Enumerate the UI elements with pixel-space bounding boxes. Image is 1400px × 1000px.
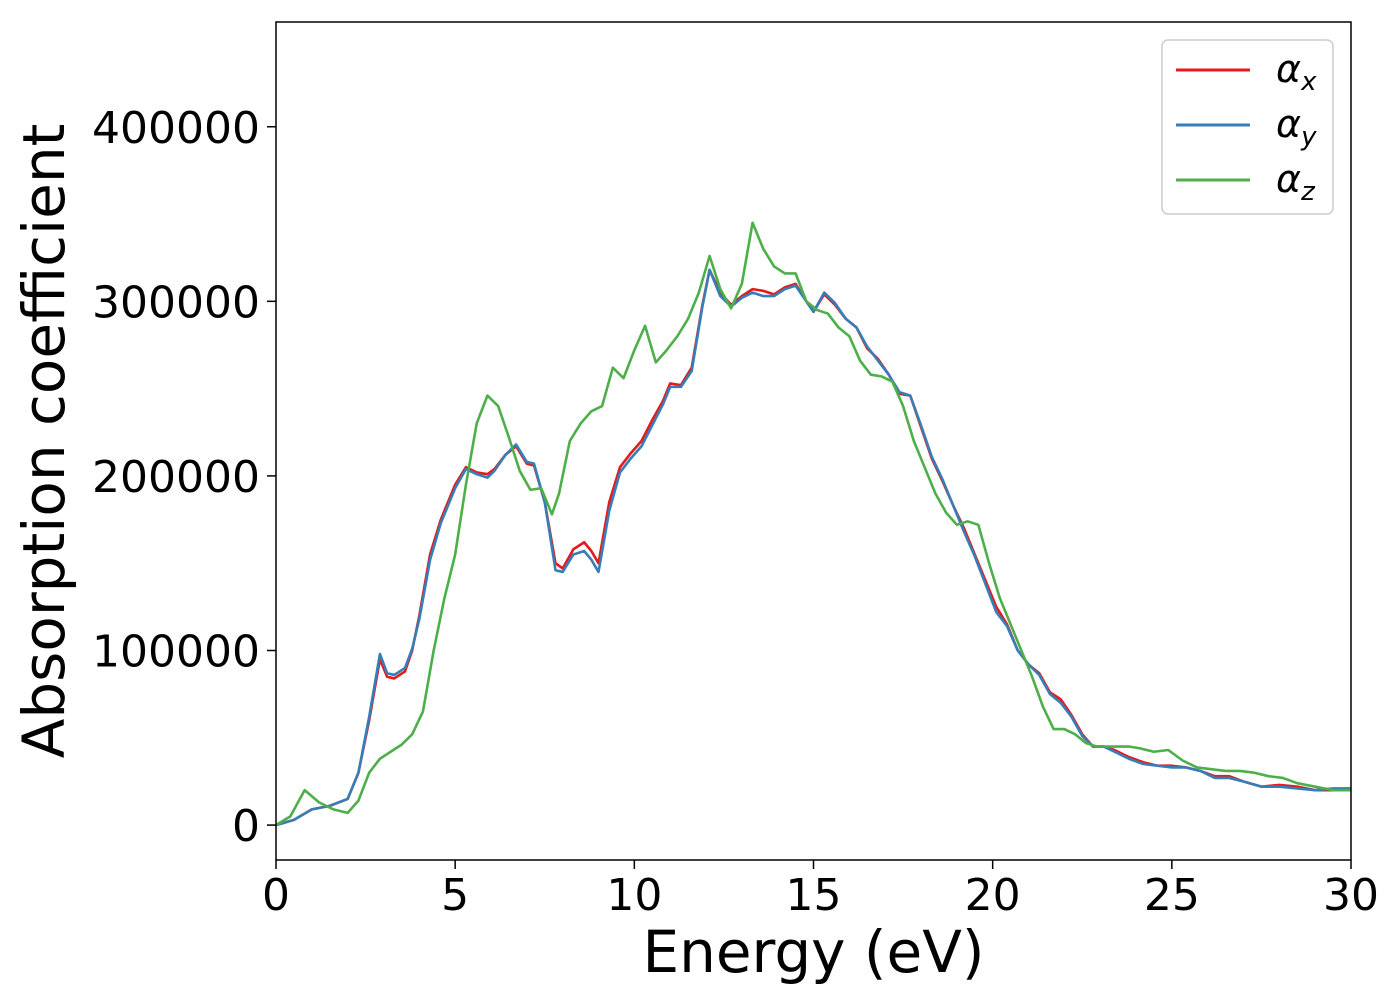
x-tick-label: 10 (606, 870, 662, 921)
y-tick-label: 100000 (92, 627, 260, 678)
y-tick-label: 200000 (92, 452, 260, 503)
series-line-z (276, 221, 1351, 827)
series-lines (276, 221, 1351, 827)
y-tick-label: 0 (232, 801, 260, 852)
x-tick-label: 0 (262, 870, 290, 921)
x-tick-label: 15 (786, 870, 842, 921)
legend-box (1161, 39, 1334, 215)
axis-ticks: 0 5 10 15 20 25 30 0 100000 200000 300000 400000 (92, 103, 1379, 921)
y-tick-label: 300000 (92, 277, 260, 328)
x-tick-label: 5 (441, 870, 469, 921)
x-tick-label: 20 (965, 870, 1021, 921)
series-line-y (276, 268, 1351, 827)
y-tick-label: 400000 (92, 103, 260, 154)
x-tick-label: 25 (1144, 870, 1200, 921)
x-tick-label: 30 (1323, 870, 1379, 921)
series-line-x (276, 268, 1351, 827)
legend-label-z: αz (1276, 157, 1316, 207)
y-axis-title: Absorption coefficient (10, 124, 78, 759)
legend-label-x: αx (1276, 47, 1317, 97)
legend-label-y: αy (1276, 102, 1317, 152)
x-axis-title: Energy (eV) (642, 918, 984, 986)
